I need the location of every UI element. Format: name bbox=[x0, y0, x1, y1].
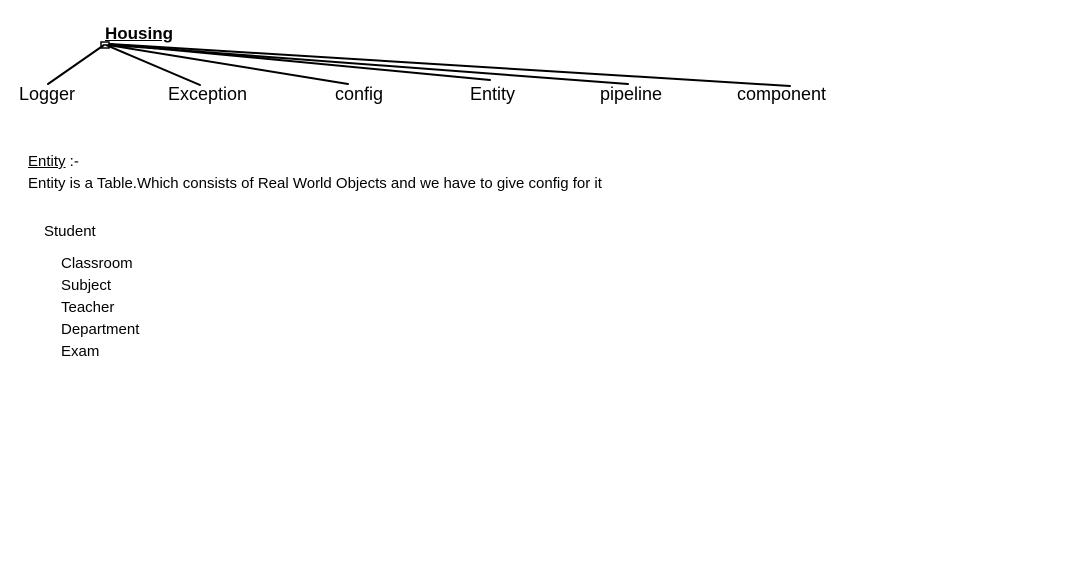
root-anchor bbox=[100, 41, 110, 49]
child-node-config: config bbox=[335, 84, 384, 104]
entity-heading-line: Entity :- bbox=[28, 153, 79, 171]
edge-component bbox=[109, 43, 791, 87]
entity-heading-suffix: :- bbox=[65, 153, 79, 170]
example-item-subject: Subject bbox=[61, 277, 112, 294]
entity-description: Entity is a Table.Which consists of Real… bbox=[28, 175, 602, 192]
edge-config bbox=[107, 44, 349, 85]
example-item-department: Department bbox=[61, 321, 140, 338]
child-node-exception: Exception bbox=[168, 84, 248, 104]
child-node-logger: Logger bbox=[19, 84, 76, 104]
edge-pipeline bbox=[109, 44, 629, 85]
edge-exception bbox=[105, 44, 201, 86]
child-node-pipeline: pipeline bbox=[600, 84, 663, 104]
entity-heading: Entity bbox=[28, 153, 66, 170]
example-parent: Student bbox=[44, 223, 96, 240]
example-item-classroom: Classroom bbox=[61, 255, 133, 272]
root-node-housing: Housing bbox=[105, 24, 173, 43]
example-item-exam: Exam bbox=[61, 343, 100, 360]
child-node-entity: Entity bbox=[470, 84, 516, 104]
edge-logger bbox=[47, 44, 105, 85]
child-node-component: component bbox=[737, 84, 827, 104]
example-item-teacher: Teacher bbox=[61, 299, 115, 316]
